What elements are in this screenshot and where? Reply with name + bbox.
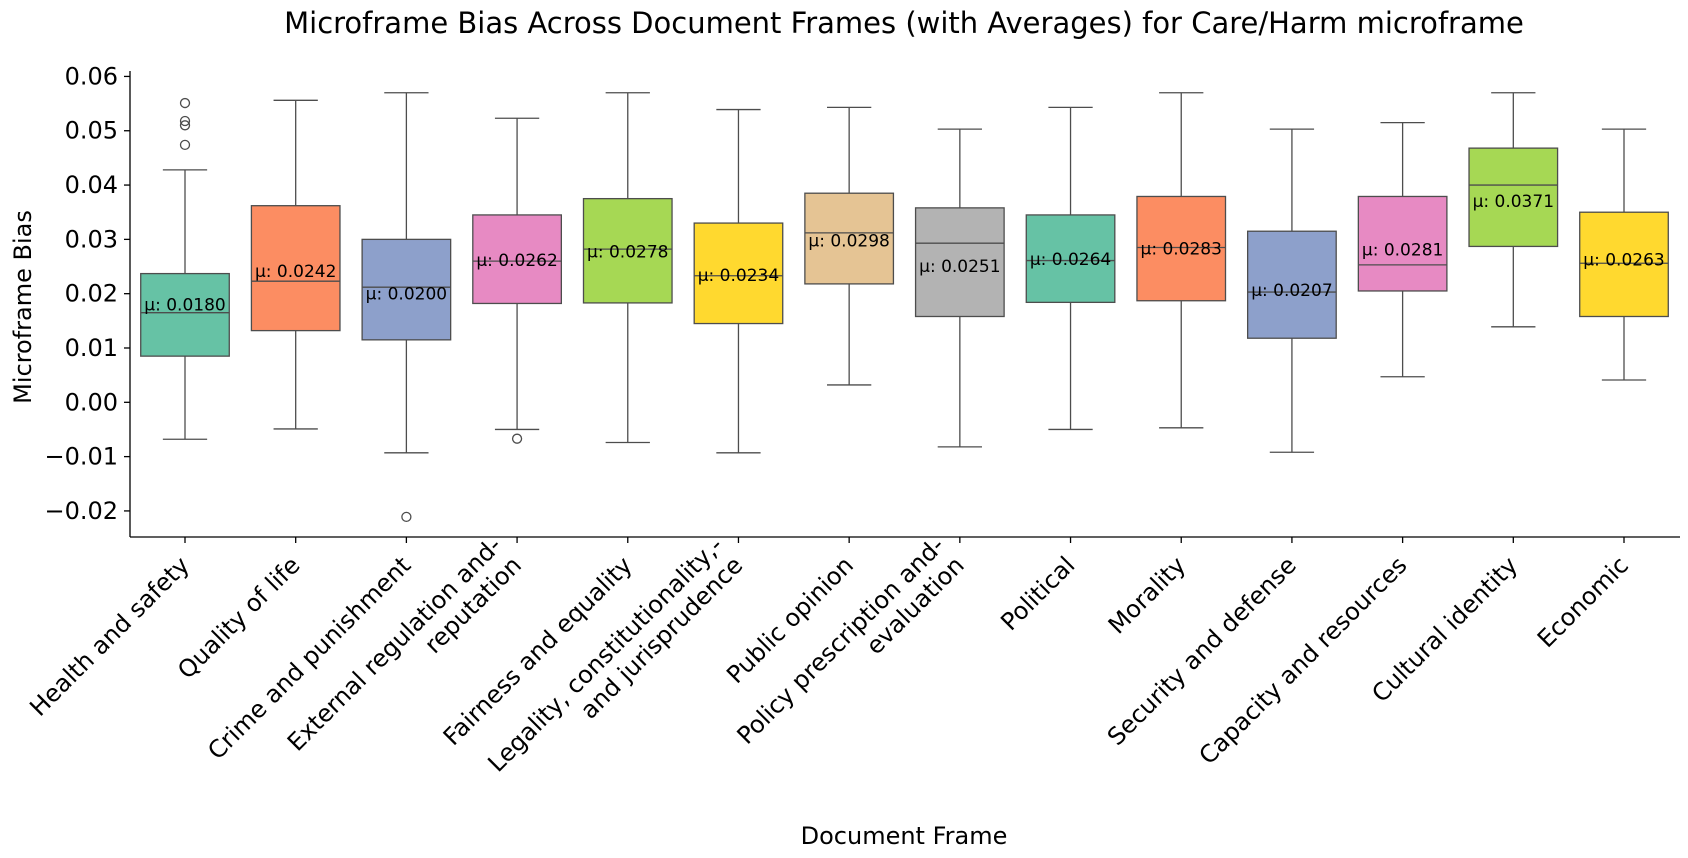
box-iqr bbox=[582, 197, 673, 304]
mean-label: μ: 0.0283 bbox=[1141, 240, 1222, 260]
box-group: μ: 0.0207 bbox=[1246, 128, 1337, 453]
mean-label: μ: 0.0207 bbox=[1251, 281, 1332, 301]
box-group: μ: 0.0234 bbox=[693, 108, 784, 454]
y-tick-label: −0.02 bbox=[44, 497, 118, 525]
box-group: μ: 0.0200 bbox=[361, 92, 452, 523]
box-iqr bbox=[250, 205, 341, 332]
box-iqr bbox=[1357, 195, 1448, 292]
box-iqr bbox=[693, 222, 784, 325]
box-group: μ: 0.0298 bbox=[804, 106, 895, 386]
outlier-point bbox=[511, 433, 523, 444]
box-group: μ: 0.0180 bbox=[140, 97, 230, 440]
mean-label: μ: 0.0298 bbox=[808, 231, 889, 251]
mean-label: μ: 0.0264 bbox=[1030, 250, 1111, 270]
box-iqr bbox=[914, 207, 1005, 318]
box-group: μ: 0.0263 bbox=[1579, 128, 1669, 381]
x-axis-label: Document Frame bbox=[801, 822, 1008, 850]
box-group: μ: 0.0264 bbox=[1025, 106, 1116, 431]
box-group: μ: 0.0262 bbox=[472, 117, 563, 444]
box-group: μ: 0.0281 bbox=[1357, 121, 1448, 378]
mean-label: μ: 0.0180 bbox=[144, 296, 225, 316]
box-group: μ: 0.0283 bbox=[1136, 92, 1227, 429]
y-tick-label: 0.04 bbox=[65, 171, 118, 199]
x-tick-label: Political bbox=[995, 551, 1080, 636]
mean-label: μ: 0.0371 bbox=[1473, 192, 1554, 212]
y-axis-label: Microframe Bias bbox=[9, 210, 37, 404]
y-axis-ticks: −0.02 −0.01 0.00 0.01 0.02 0.03 0.04 0.05 0.06 bbox=[44, 62, 130, 525]
x-tick-label: Capacity and resources bbox=[1194, 551, 1413, 770]
x-tick-label-line: Economic bbox=[1532, 551, 1634, 653]
box-group: μ: 0.0278 bbox=[582, 92, 673, 444]
y-tick-label: 0.00 bbox=[65, 388, 118, 416]
y-tick-label: 0.02 bbox=[65, 280, 118, 308]
chart-title: Microframe Bias Across Document Frames (… bbox=[284, 6, 1524, 40]
y-tick-label: 0.03 bbox=[65, 225, 118, 253]
outlier-point bbox=[179, 97, 191, 109]
box-iqr bbox=[1136, 195, 1227, 302]
x-tick-label: Health and safety bbox=[24, 551, 195, 722]
mean-label: μ: 0.0262 bbox=[476, 251, 557, 271]
box-iqr bbox=[1025, 214, 1116, 304]
x-tick-label-line: Morality bbox=[1103, 551, 1191, 639]
box-iqr bbox=[140, 272, 230, 357]
y-tick-label: 0.06 bbox=[65, 62, 118, 90]
outlier-point bbox=[401, 511, 412, 523]
mean-label: μ: 0.0278 bbox=[587, 242, 668, 262]
box-iqr bbox=[472, 214, 563, 305]
box-group: μ: 0.0242 bbox=[250, 99, 341, 430]
box-group: μ: 0.0251 bbox=[914, 128, 1005, 448]
box-iqr bbox=[1579, 211, 1669, 318]
box-iqr bbox=[361, 238, 452, 341]
x-tick-label: Economic bbox=[1532, 551, 1634, 653]
x-tick-label-line: Health and safety bbox=[24, 551, 195, 722]
box-iqr bbox=[804, 192, 895, 285]
box-group: μ: 0.0371 bbox=[1468, 92, 1559, 328]
outlier-point bbox=[179, 120, 191, 131]
box-iqr bbox=[1246, 230, 1337, 339]
x-tick-label: Morality bbox=[1103, 551, 1191, 639]
mean-label: μ: 0.0263 bbox=[1583, 250, 1664, 270]
box-iqr bbox=[1468, 147, 1559, 248]
y-tick-label: −0.01 bbox=[44, 443, 118, 471]
y-tick-label: 0.05 bbox=[65, 117, 118, 145]
outlier-point bbox=[179, 115, 191, 127]
x-tick-label: Security and defense bbox=[1102, 551, 1302, 751]
x-tick-label-line: Political bbox=[995, 551, 1080, 636]
mean-label: μ: 0.0242 bbox=[255, 262, 336, 282]
x-tick-label-line: Security and defense bbox=[1102, 551, 1302, 751]
mean-label: μ: 0.0281 bbox=[1362, 241, 1443, 261]
y-tick-label: 0.01 bbox=[65, 334, 118, 362]
chart-marks: μ: 0.0180 μ: 0.0242 μ: 0.0200 μ: 0.0262 μ: 0… bbox=[140, 92, 1669, 523]
mean-label: μ: 0.0251 bbox=[919, 257, 1000, 277]
mean-label: μ: 0.0234 bbox=[698, 266, 779, 286]
outlier-point bbox=[179, 139, 191, 151]
x-tick-label-line: Capacity and resources bbox=[1194, 551, 1413, 770]
mean-label: μ: 0.0200 bbox=[366, 285, 447, 305]
